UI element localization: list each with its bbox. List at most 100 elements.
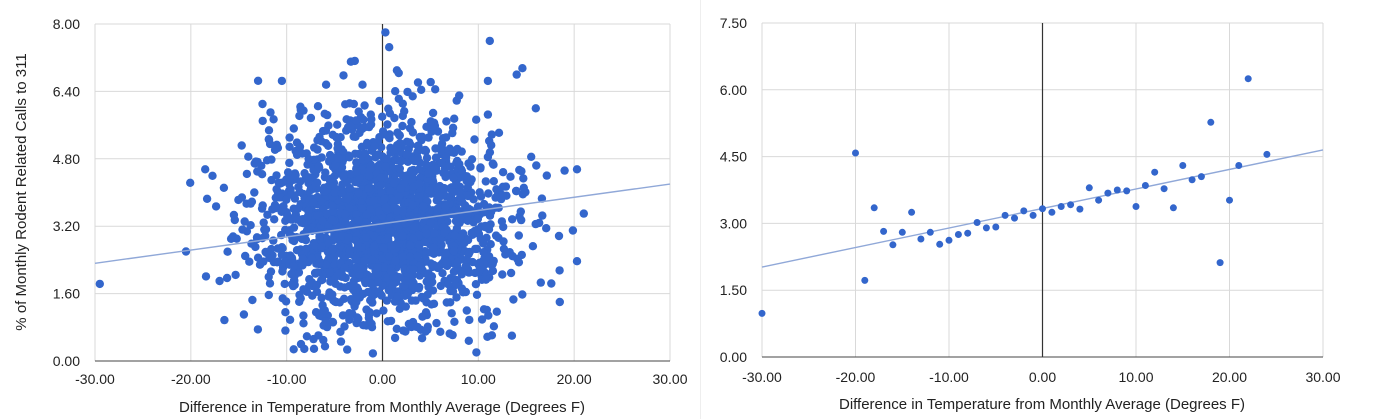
left-data-point (304, 179, 313, 188)
left-data-point (383, 155, 392, 164)
left-data-point (438, 269, 447, 278)
left-data-point (261, 225, 271, 234)
left-data-point (457, 270, 466, 279)
left-data-point (223, 247, 232, 256)
left-data-point (321, 80, 331, 89)
left-data-point (281, 308, 290, 317)
right-data-point (898, 228, 906, 236)
left-data-point (411, 296, 420, 305)
right-data-point (1235, 162, 1243, 169)
left-data-point (430, 165, 439, 174)
left-data-point (547, 279, 556, 288)
left-data-point (285, 158, 294, 168)
left-data-point (450, 230, 459, 240)
left-data-point (498, 190, 507, 200)
left-data-point (265, 279, 275, 288)
left-x-tick-label: -20.00 (171, 371, 211, 387)
left-data-point (359, 321, 368, 330)
left-data-point (481, 275, 491, 284)
left-data-point (393, 128, 402, 137)
right-data-point (880, 227, 888, 235)
left-data-point (377, 291, 386, 300)
left-data-point (381, 203, 391, 213)
left-data-point (331, 279, 340, 288)
left-data-point (352, 158, 361, 167)
left-data-point (379, 306, 388, 315)
left-data-point (342, 115, 351, 124)
left-data-point (411, 322, 420, 331)
left-data-point (425, 186, 434, 196)
left-data-point (455, 159, 464, 169)
left-data-point (485, 203, 494, 212)
left-tick-labels: -30.00 -20.00 -10.00 0.00 10.00 20.00 30.00 0.0… (53, 16, 688, 387)
left-data-point (331, 160, 340, 170)
right-tick-labels: -30.00 -20.00 -10.00 0.00 10.00 20.00 30.00 0.0… (720, 15, 1341, 385)
left-data-point (528, 242, 538, 251)
left-data-point (383, 120, 392, 129)
left-data-point (302, 332, 312, 341)
left-data-point (368, 349, 378, 358)
left-data-point (431, 144, 440, 153)
right-data-point (1039, 205, 1046, 213)
right-data-point (1095, 196, 1103, 204)
left-data-point (413, 78, 423, 87)
left-data-point (317, 242, 326, 251)
right-data-point (889, 241, 897, 249)
left-data-point (398, 231, 407, 241)
left-data-point (488, 266, 498, 276)
left-data-point (320, 342, 330, 351)
left-data-point (386, 186, 395, 195)
left-x-tick-label: 30.00 (652, 371, 687, 387)
left-data-point (321, 168, 330, 177)
left-data-point (361, 233, 371, 242)
left-data-point (442, 257, 452, 267)
left-data-point (181, 247, 191, 256)
left-data-point (450, 114, 459, 123)
left-data-point (538, 211, 547, 220)
left-data-point (339, 172, 348, 182)
left-data-point (366, 110, 375, 119)
left-y-tick-label: 8.00 (53, 16, 80, 32)
left-x-axis-title: Difference in Temperature from Monthly A… (179, 399, 585, 416)
left-data-point (391, 256, 400, 266)
left-data-point (245, 257, 254, 266)
left-data-point (422, 277, 431, 286)
left-data-point (358, 124, 367, 134)
left-data-point (202, 194, 212, 203)
left-data-point (259, 257, 268, 266)
left-data-point (309, 344, 319, 353)
left-data-point (405, 138, 414, 147)
right-data-point (1001, 211, 1009, 219)
left-data-point (464, 159, 473, 168)
left-data-point (324, 141, 333, 150)
left-data-point (362, 138, 372, 148)
right-data-point (1029, 211, 1037, 219)
left-data-point (327, 174, 336, 183)
left-data-point (312, 280, 321, 290)
left-data-point (328, 318, 338, 327)
left-data-point (464, 336, 473, 345)
left-data-point (474, 266, 484, 275)
left-data-point (408, 128, 418, 137)
left-data-point (391, 87, 400, 96)
left-data-point (229, 210, 239, 220)
left-data-point (489, 160, 498, 169)
left-data-point (579, 209, 588, 218)
left-data-point (492, 307, 501, 316)
left-data-point (506, 172, 515, 181)
left-data-point (422, 153, 432, 163)
left-data-point (378, 127, 388, 136)
left-data-point (220, 315, 229, 325)
left-data-point (287, 280, 297, 289)
right-data-point (1104, 189, 1112, 197)
right-data-point (861, 276, 869, 284)
left-data-point (251, 242, 260, 252)
left-data-point (519, 174, 528, 183)
right-data-point (982, 224, 990, 232)
left-data-point (343, 194, 352, 203)
left-data-point (292, 233, 301, 242)
right-data-point (852, 149, 859, 157)
left-y-tick-label: 6.40 (53, 83, 80, 99)
left-data-point (378, 112, 387, 121)
left-data-point (512, 186, 521, 196)
